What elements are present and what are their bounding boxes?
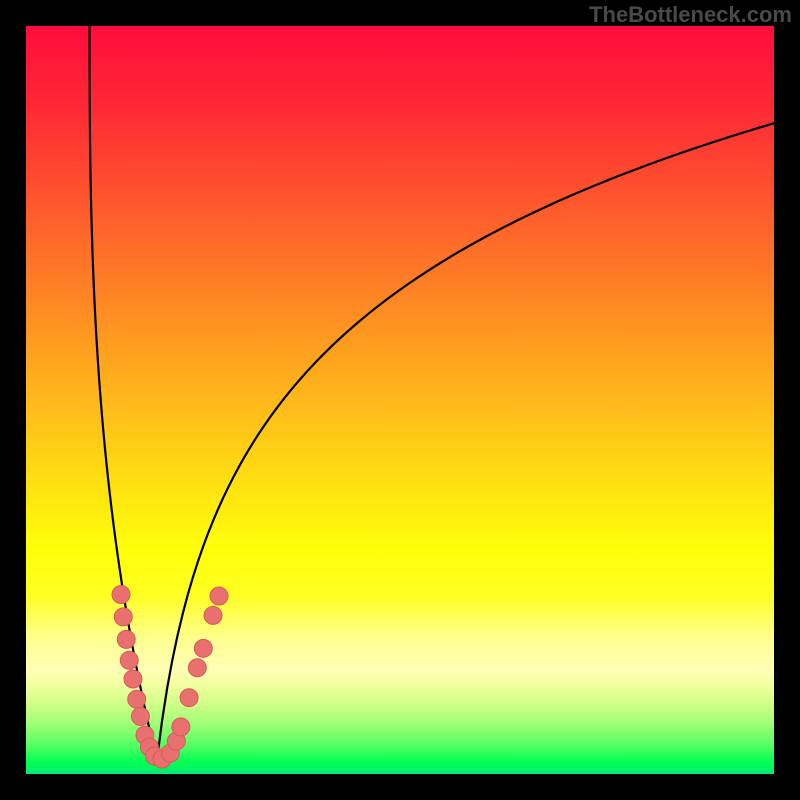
- watermark-text: TheBottleneck.com: [589, 2, 792, 28]
- data-marker: [131, 707, 149, 725]
- data-marker: [120, 651, 138, 669]
- data-marker: [210, 587, 228, 605]
- data-marker: [188, 659, 206, 677]
- data-marker: [180, 689, 198, 707]
- data-marker: [124, 670, 142, 688]
- data-marker: [114, 608, 132, 626]
- data-marker: [204, 606, 222, 624]
- chart-svg: [0, 0, 800, 800]
- data-marker: [128, 690, 146, 708]
- chart-container: TheBottleneck.com: [0, 0, 800, 800]
- data-marker: [194, 639, 212, 657]
- data-marker: [112, 585, 130, 603]
- data-marker: [117, 630, 135, 648]
- data-marker: [172, 718, 190, 736]
- plot-area: [26, 26, 774, 774]
